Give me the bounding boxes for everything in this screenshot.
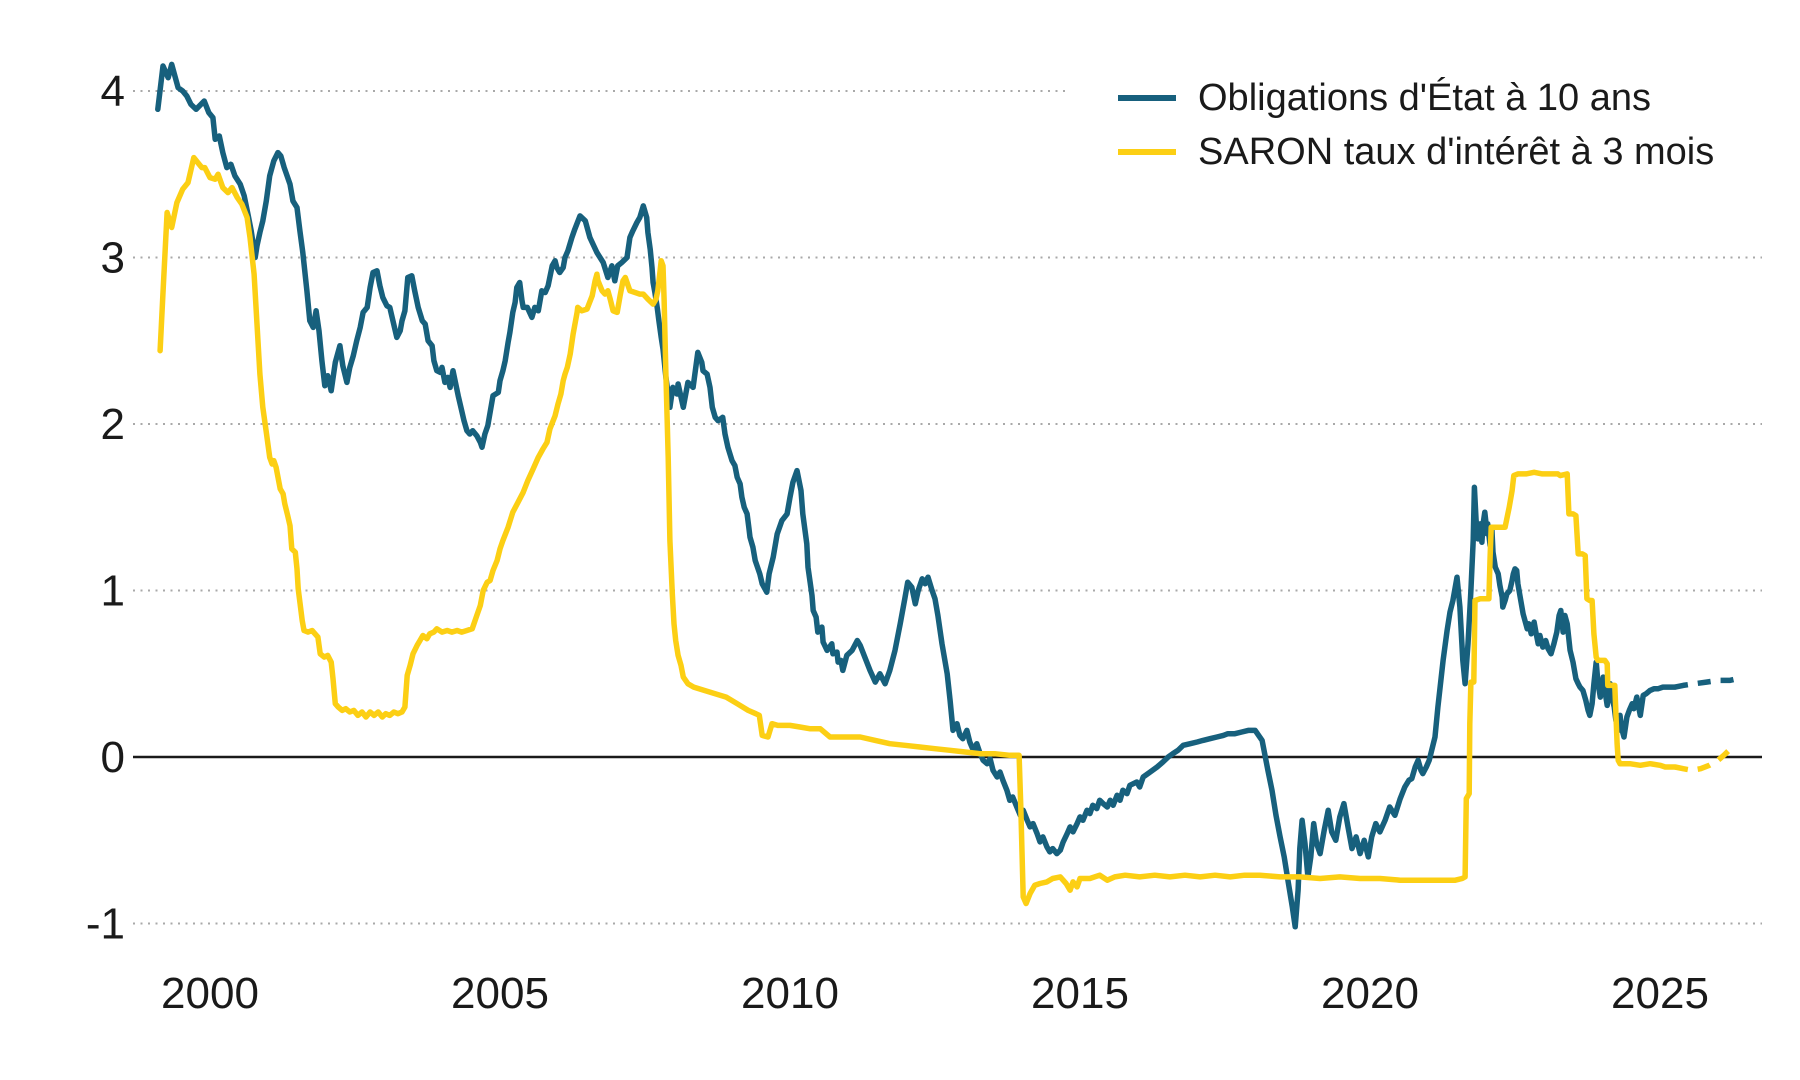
legend-background [1080,58,1780,178]
saron-3m-line [157,154,1678,907]
y-tick-label-1: 1 [101,567,125,616]
gridlines [133,90,1762,925]
legend: Obligations d'État à 10 ans SARON taux d… [1080,58,1780,178]
bonds-10y-line [155,61,1678,930]
bonds-10y-forecast-line [1674,676,1738,690]
y-tick-label-2: 2 [101,400,125,449]
y-tick-label-3: 3 [101,234,125,283]
x-tick-label-2015: 2015 [1031,969,1129,1018]
legend-label-bonds: Obligations d'État à 10 ans [1198,76,1651,119]
y-tick-label-4: 4 [101,67,125,116]
x-tick-label-2020: 2020 [1321,969,1419,1018]
x-tick-label-2000: 2000 [161,969,259,1018]
saron-3m-forecast-line [1674,748,1731,774]
x-tick-label-2025: 2025 [1611,969,1709,1018]
y-tick-label-0: 0 [101,733,125,782]
x-tick-label-2010: 2010 [741,969,839,1018]
y-tick-label--1: -1 [86,900,125,949]
legend-label-saron: SARON taux d'intérêt à 3 mois [1198,131,1714,173]
axis-tick-labels: 4 3 2 1 0 -1 2000 2005 2010 2015 2020 2025 [86,67,1709,1018]
x-tick-label-2005: 2005 [451,969,549,1018]
series-lines [155,61,1738,930]
